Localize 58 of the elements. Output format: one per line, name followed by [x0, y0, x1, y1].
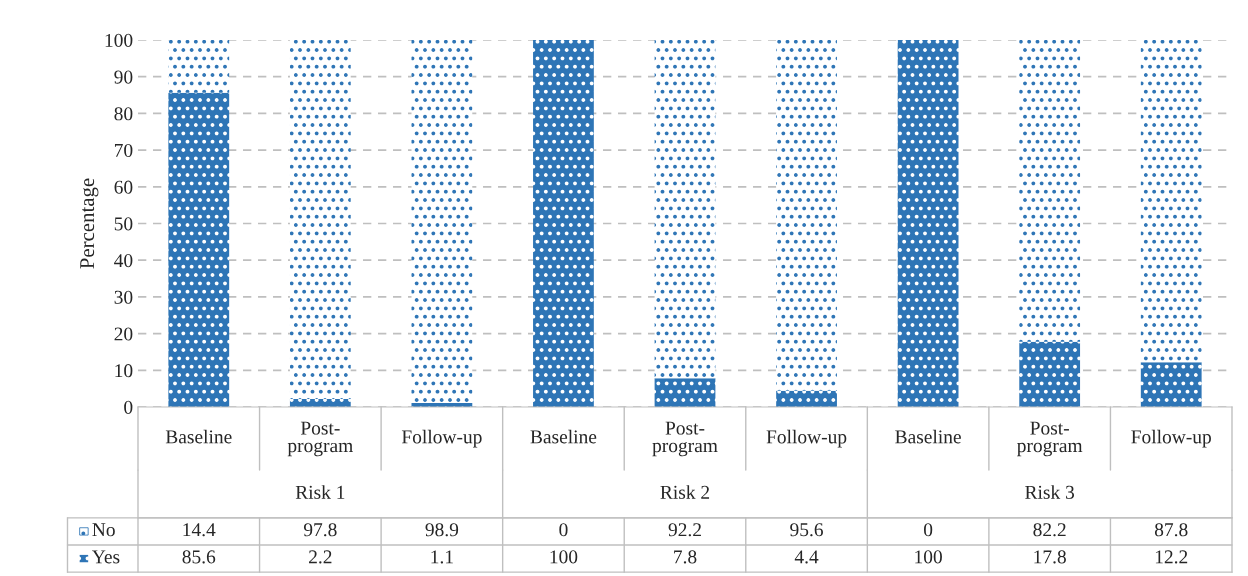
y-tick-label: 70	[114, 143, 133, 158]
bar	[776, 390, 837, 407]
data-label: 87.8	[1154, 523, 1188, 537]
bar	[776, 40, 837, 391]
x-tick-label: Baseline	[165, 429, 232, 444]
data-label: 82.2	[1033, 523, 1066, 537]
data-label: 0	[923, 523, 933, 537]
text: Risk 2	[660, 485, 710, 499]
data-label: 14.4	[183, 523, 216, 537]
text: Risk 3	[1025, 485, 1075, 499]
bar	[1140, 40, 1202, 363]
bar	[168, 40, 230, 93]
y-tick-label: 60	[114, 180, 133, 194]
data-label: 12.2	[1155, 550, 1188, 564]
bar	[897, 40, 959, 407]
bar	[1019, 341, 1081, 407]
data-label: 4.4	[794, 550, 819, 564]
y-tick-label: 50	[114, 217, 133, 231]
data-label: 17.8	[1034, 550, 1066, 564]
y-tick-label: 10	[115, 364, 133, 378]
legend-label: Yes	[92, 550, 120, 564]
x-tick-label: Follow-up	[766, 429, 847, 448]
data-label: 2.2	[309, 550, 332, 564]
x-tick-label: Baseline	[530, 429, 597, 444]
y-tick-label: 100	[105, 33, 133, 47]
data-label: 97.8	[303, 523, 337, 537]
y-tick-label: 30	[114, 290, 133, 304]
x-tick-label: Follow-up	[1131, 429, 1211, 448]
data-label: 0	[559, 523, 568, 537]
bar	[533, 40, 594, 407]
bar	[1019, 40, 1081, 342]
data-label: 98.9	[425, 523, 459, 537]
data-label: 85.6	[182, 550, 216, 564]
x-tick-label: Post-program	[1017, 421, 1083, 457]
data-label: 92.2	[668, 523, 701, 537]
y-tick-label: 90	[114, 70, 133, 84]
legend-label: No	[92, 523, 115, 537]
data-label: 95.6	[790, 523, 823, 537]
x-tick-label: Post-program	[652, 421, 718, 457]
y-tick-label: 0	[124, 400, 133, 414]
x-tick-label: Post-program	[287, 421, 353, 457]
data-label: 1.1	[431, 550, 453, 564]
y-tick-label: 40	[114, 254, 133, 268]
bar	[1140, 362, 1202, 407]
y-tick-label: 20	[114, 327, 133, 341]
x-tick-label: Follow-up	[401, 429, 482, 448]
bar	[411, 40, 473, 403]
bar	[654, 40, 716, 379]
bar	[654, 378, 716, 407]
y-tick-label: 80	[114, 107, 133, 121]
text: Risk 1	[295, 485, 345, 499]
data-label: 100	[550, 550, 578, 564]
bar	[289, 40, 351, 399]
x-tick-label: Baseline	[895, 429, 961, 444]
bar	[168, 92, 230, 407]
data-label: 100	[915, 550, 942, 564]
y-axis-title: Percentage	[80, 178, 99, 269]
data-label: 7.8	[674, 550, 697, 564]
